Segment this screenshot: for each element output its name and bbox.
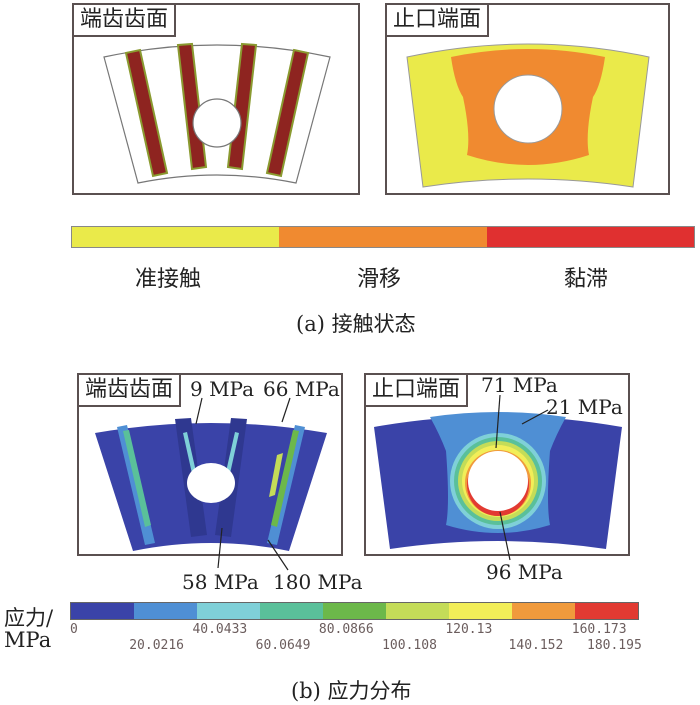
scale-segment xyxy=(260,603,323,619)
scale-segment xyxy=(197,603,260,619)
scale-segment xyxy=(71,603,134,619)
legend-label-stick: 黏滞 xyxy=(564,267,609,292)
scale-axis-label-unit: MPa xyxy=(4,628,52,652)
scale-segment xyxy=(512,603,575,619)
annotation-9mpa: 9 MPa xyxy=(190,377,255,401)
annotation-96mpa: 96 MPa xyxy=(486,560,563,584)
tooth-face-contact-figure xyxy=(103,42,331,184)
scale-tick-label: 20.0216 xyxy=(129,638,185,653)
panel-b-tooth-face: 端齿齿面 xyxy=(77,373,343,556)
scale-tick-label: 160.173 xyxy=(571,622,627,637)
scale-segment xyxy=(323,603,386,619)
tooth-face-stress-figure xyxy=(95,418,327,551)
scale-axis-label-top: 应力/ xyxy=(4,606,54,630)
scale-segment xyxy=(449,603,512,619)
panel-a-tooth-face: 端齿齿面 xyxy=(72,3,360,195)
scale-segment xyxy=(134,603,197,619)
scale-tick-label: 180.195 xyxy=(587,638,642,653)
annotation-58mpa: 58 MPa xyxy=(182,570,259,594)
panel-title: 止口端面 xyxy=(366,375,469,407)
annotation-66mpa: 66 MPa xyxy=(263,377,340,401)
spigot-face-contact-figure xyxy=(406,43,650,188)
scale-tick-label: 80.0866 xyxy=(318,622,374,637)
annotation-21mpa: 21 MPa xyxy=(546,395,623,419)
panel-b-spigot-face: 止口端面 xyxy=(364,373,630,556)
legend-swatch-stick xyxy=(486,227,694,247)
panel-title: 端齿齿面 xyxy=(74,5,177,37)
legend-swatch-near-contact xyxy=(72,227,280,247)
scale-segment xyxy=(575,603,638,619)
caption-a: (a) 接触状态 xyxy=(296,312,416,336)
legend-swatch-slip xyxy=(279,227,487,247)
scale-tick-label: 0 xyxy=(70,622,78,637)
caption-b: (b) 应力分布 xyxy=(291,679,412,703)
scale-tick-label: 100.108 xyxy=(382,638,437,653)
annotation-180mpa: 180 MPa xyxy=(273,570,363,594)
scale-tick-label: 40.0433 xyxy=(192,622,248,637)
panel-a-spigot-face: 止口端面 xyxy=(385,3,670,195)
stress-color-scale xyxy=(70,602,639,620)
legend-label-near-contact: 准接触 xyxy=(135,267,202,292)
panel-title: 端齿齿面 xyxy=(79,375,182,407)
scale-tick-label: 120.13 xyxy=(445,622,493,637)
panel-title: 止口端面 xyxy=(387,5,490,37)
scale-tick-label: 60.0649 xyxy=(255,638,311,653)
contact-state-legend-bar xyxy=(71,226,695,248)
annotation-71mpa: 71 MPa xyxy=(481,373,558,397)
spigot-face-stress-figure xyxy=(374,412,622,549)
scale-tick-label: 140.152 xyxy=(508,638,564,653)
scale-segment xyxy=(386,603,449,619)
legend-label-slip: 滑移 xyxy=(357,267,402,292)
